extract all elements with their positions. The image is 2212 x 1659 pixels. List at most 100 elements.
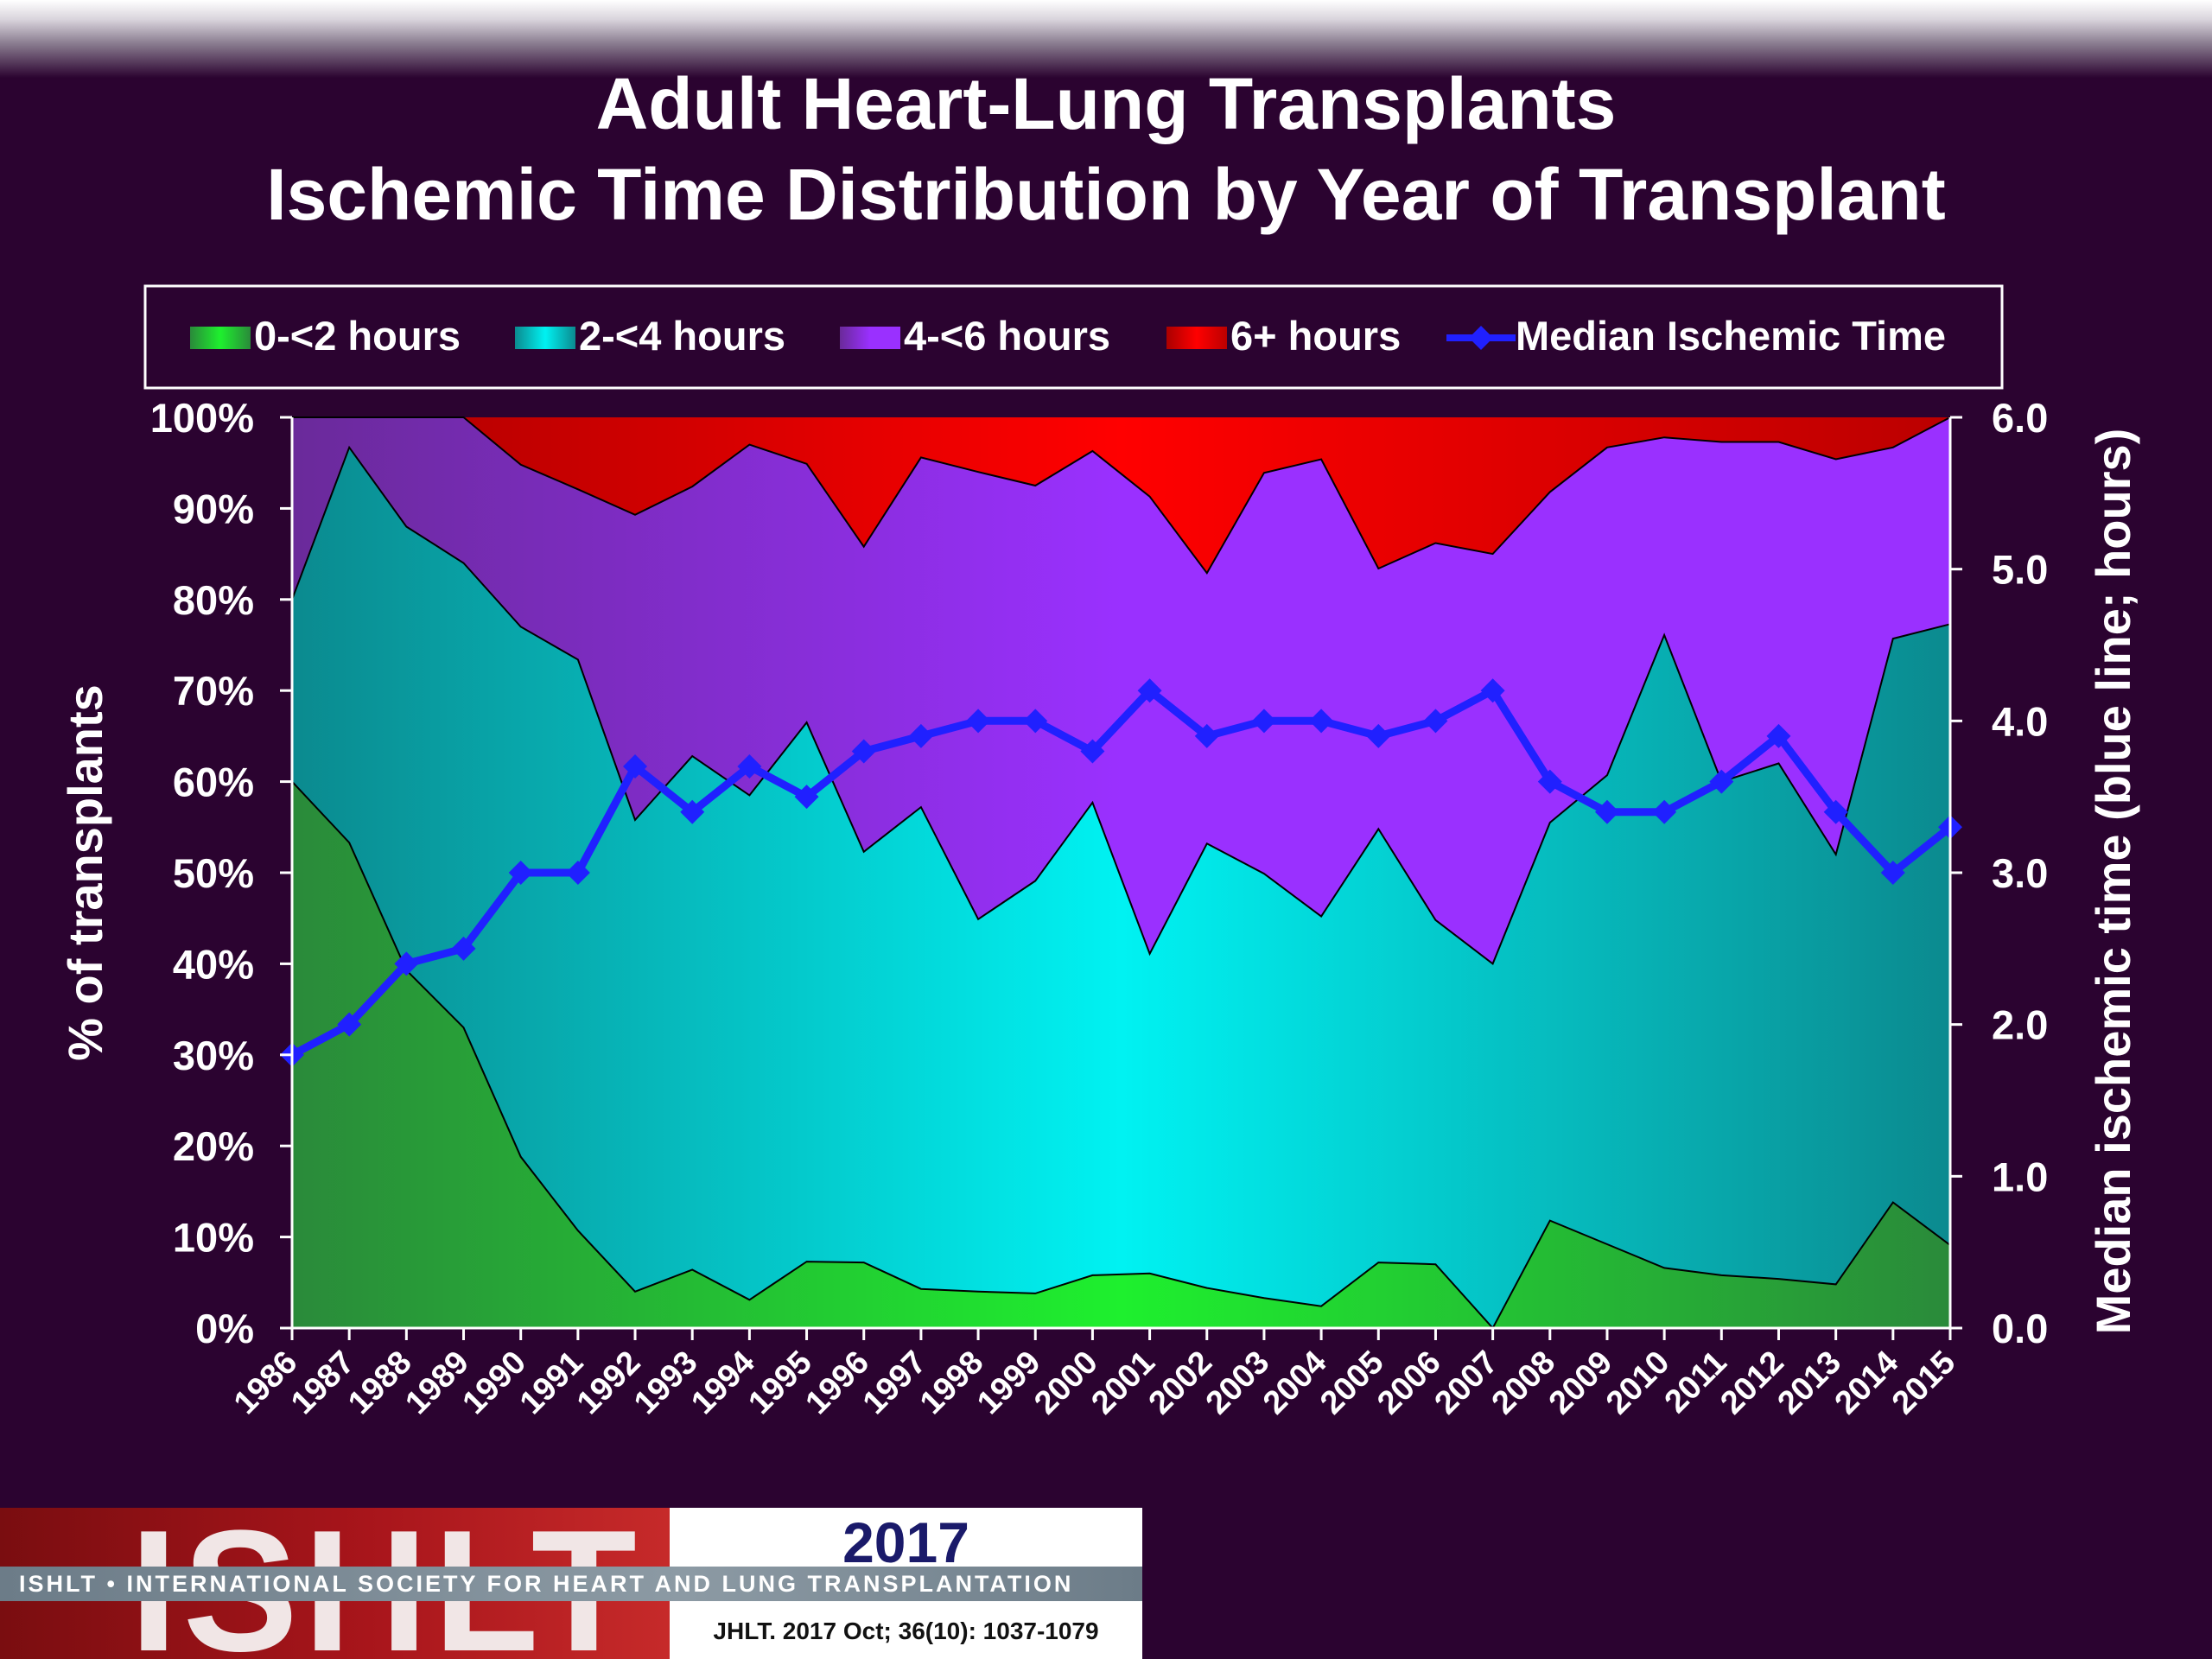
median-point [794, 785, 819, 810]
society-band [0, 1567, 1142, 1601]
header-gradient-bar [0, 0, 2212, 78]
y-tick-label: 10% [173, 1215, 254, 1261]
x-tick-label: 1990 [456, 1344, 533, 1421]
area-2-4-hours [292, 447, 1950, 1328]
x-tick-label: 1986 [227, 1344, 304, 1421]
legend-swatch [1166, 327, 1227, 349]
x-tick-label: 2003 [1199, 1344, 1276, 1421]
footer-year: 2017 [842, 1510, 969, 1574]
x-tick-label: 1994 [684, 1344, 761, 1421]
legend-line-marker [1469, 326, 1493, 350]
legend-swatch [190, 327, 251, 349]
legend-label: 4-<6 hours [904, 313, 1110, 359]
x-tick-label: 2015 [1885, 1344, 1962, 1421]
x-tick-label: 1997 [856, 1344, 933, 1421]
median-point [451, 936, 476, 961]
y-tick-label: 50% [173, 850, 254, 896]
x-tick-label: 1998 [913, 1344, 990, 1421]
median-point [680, 799, 705, 824]
median-point [1766, 723, 1791, 748]
median-point [1251, 709, 1276, 734]
x-tick-label: 2004 [1256, 1344, 1333, 1421]
legend-swatch [515, 327, 575, 349]
median-point [1309, 709, 1334, 734]
median-point [1823, 799, 1848, 824]
y-tick-label: 0% [195, 1306, 254, 1351]
x-tick-label: 1987 [284, 1344, 361, 1421]
median-point [1709, 769, 1734, 794]
x-tick-label: 2009 [1542, 1344, 1619, 1421]
y2-axis-label: Median ischemic time (blue line; hours) [2086, 429, 2140, 1335]
area-boundary-2 [292, 416, 1951, 575]
y2-tick-label: 6.0 [1992, 395, 2048, 441]
x-tick-label: 2010 [1599, 1344, 1676, 1421]
ishlt-footer: ISHLT 2017 ISHLT • INTERNATIONAL SOCIETY… [0, 1508, 1142, 1659]
x-tick-label: 2008 [1485, 1344, 1562, 1421]
median-point [1652, 799, 1677, 824]
median-point [623, 754, 648, 779]
median-point [1880, 861, 1905, 885]
area-0-2-hours [292, 781, 1950, 1328]
area-boundary-1 [291, 445, 1951, 965]
legend-swatch [840, 327, 900, 349]
chart-area: 0% 10% 20% 30% 40% 50% 60% 70% 80% 90% 100% 0.0 1.0 2… [58, 284, 2140, 1421]
y2-tick-label: 1.0 [1992, 1154, 2048, 1199]
x-tick-label: 2002 [1142, 1344, 1219, 1421]
legend-label: 6+ hours [1230, 313, 1401, 359]
y-tick-label: 60% [173, 760, 254, 805]
x-tick-label: 1993 [627, 1344, 704, 1421]
median-point [1480, 678, 1505, 703]
area-6plus-hours [292, 417, 1950, 574]
y-tick-label: 30% [173, 1033, 254, 1078]
x-tick-label: 1988 [341, 1344, 418, 1421]
x-tick-label: 1995 [741, 1344, 818, 1421]
x-tick-label: 1989 [398, 1344, 475, 1421]
median-point [851, 739, 876, 764]
y-tick-label: 80% [173, 577, 254, 623]
y-tick-label: 90% [173, 486, 254, 531]
chart-subtitle: Ischemic Time Distribution by Year of Tr… [266, 154, 1946, 235]
y-tick-label: 100% [150, 395, 254, 441]
median-point [508, 861, 533, 885]
y2-tick-label: 3.0 [1992, 850, 2048, 896]
median-point [908, 723, 933, 748]
median-point [565, 861, 590, 885]
median-point [1366, 723, 1391, 748]
legend-label: 2-<4 hours [579, 313, 785, 359]
median-point [1137, 678, 1162, 703]
x-tick-label: 2005 [1313, 1344, 1390, 1421]
median-point [337, 1012, 362, 1037]
x-tick-label: 1999 [970, 1344, 1047, 1421]
y-tick-label: 40% [173, 941, 254, 987]
x-tick-label: 2001 [1084, 1344, 1161, 1421]
x-tick-label: 2014 [1828, 1344, 1905, 1421]
median-point [737, 754, 762, 779]
median-point [966, 709, 991, 734]
x-tick-label: 2000 [1027, 1344, 1104, 1421]
y2-tick-label: 2.0 [1992, 1002, 2048, 1048]
x-tick-label: 1996 [799, 1344, 876, 1421]
y-tick-label: 20% [173, 1123, 254, 1169]
x-tick-label: 1991 [513, 1344, 590, 1421]
area-boundary-0 [291, 780, 1951, 1330]
y-tick-label: 70% [173, 668, 254, 714]
journal-citation: JHLT. 2017 Oct; 36(10): 1037-1079 [713, 1618, 1099, 1644]
median-point [1594, 799, 1619, 824]
legend-label: Median Ischemic Time [1516, 313, 1946, 359]
y2-tick-label: 4.0 [1992, 698, 2048, 744]
society-name: ISHLT • INTERNATIONAL SOCIETY FOR HEART … [19, 1571, 1074, 1597]
area-4-6-hours [292, 417, 1950, 964]
legend-label: 0-<2 hours [254, 313, 461, 359]
x-tick-label: 2011 [1658, 1344, 1734, 1421]
y-axis-label: % of transplants [58, 684, 112, 1061]
legend-box [143, 284, 2004, 390]
median-point [1194, 723, 1219, 748]
median-point [1537, 769, 1562, 794]
y2-tick-label: 5.0 [1992, 547, 2048, 593]
x-tick-label: 2013 [1771, 1344, 1848, 1421]
x-tick-label: 2006 [1370, 1344, 1447, 1421]
x-tick-label: 2007 [1428, 1344, 1505, 1421]
y2-tick-label: 0.0 [1992, 1306, 2048, 1351]
median-point [394, 951, 419, 976]
x-tick-label: 2012 [1713, 1344, 1790, 1421]
